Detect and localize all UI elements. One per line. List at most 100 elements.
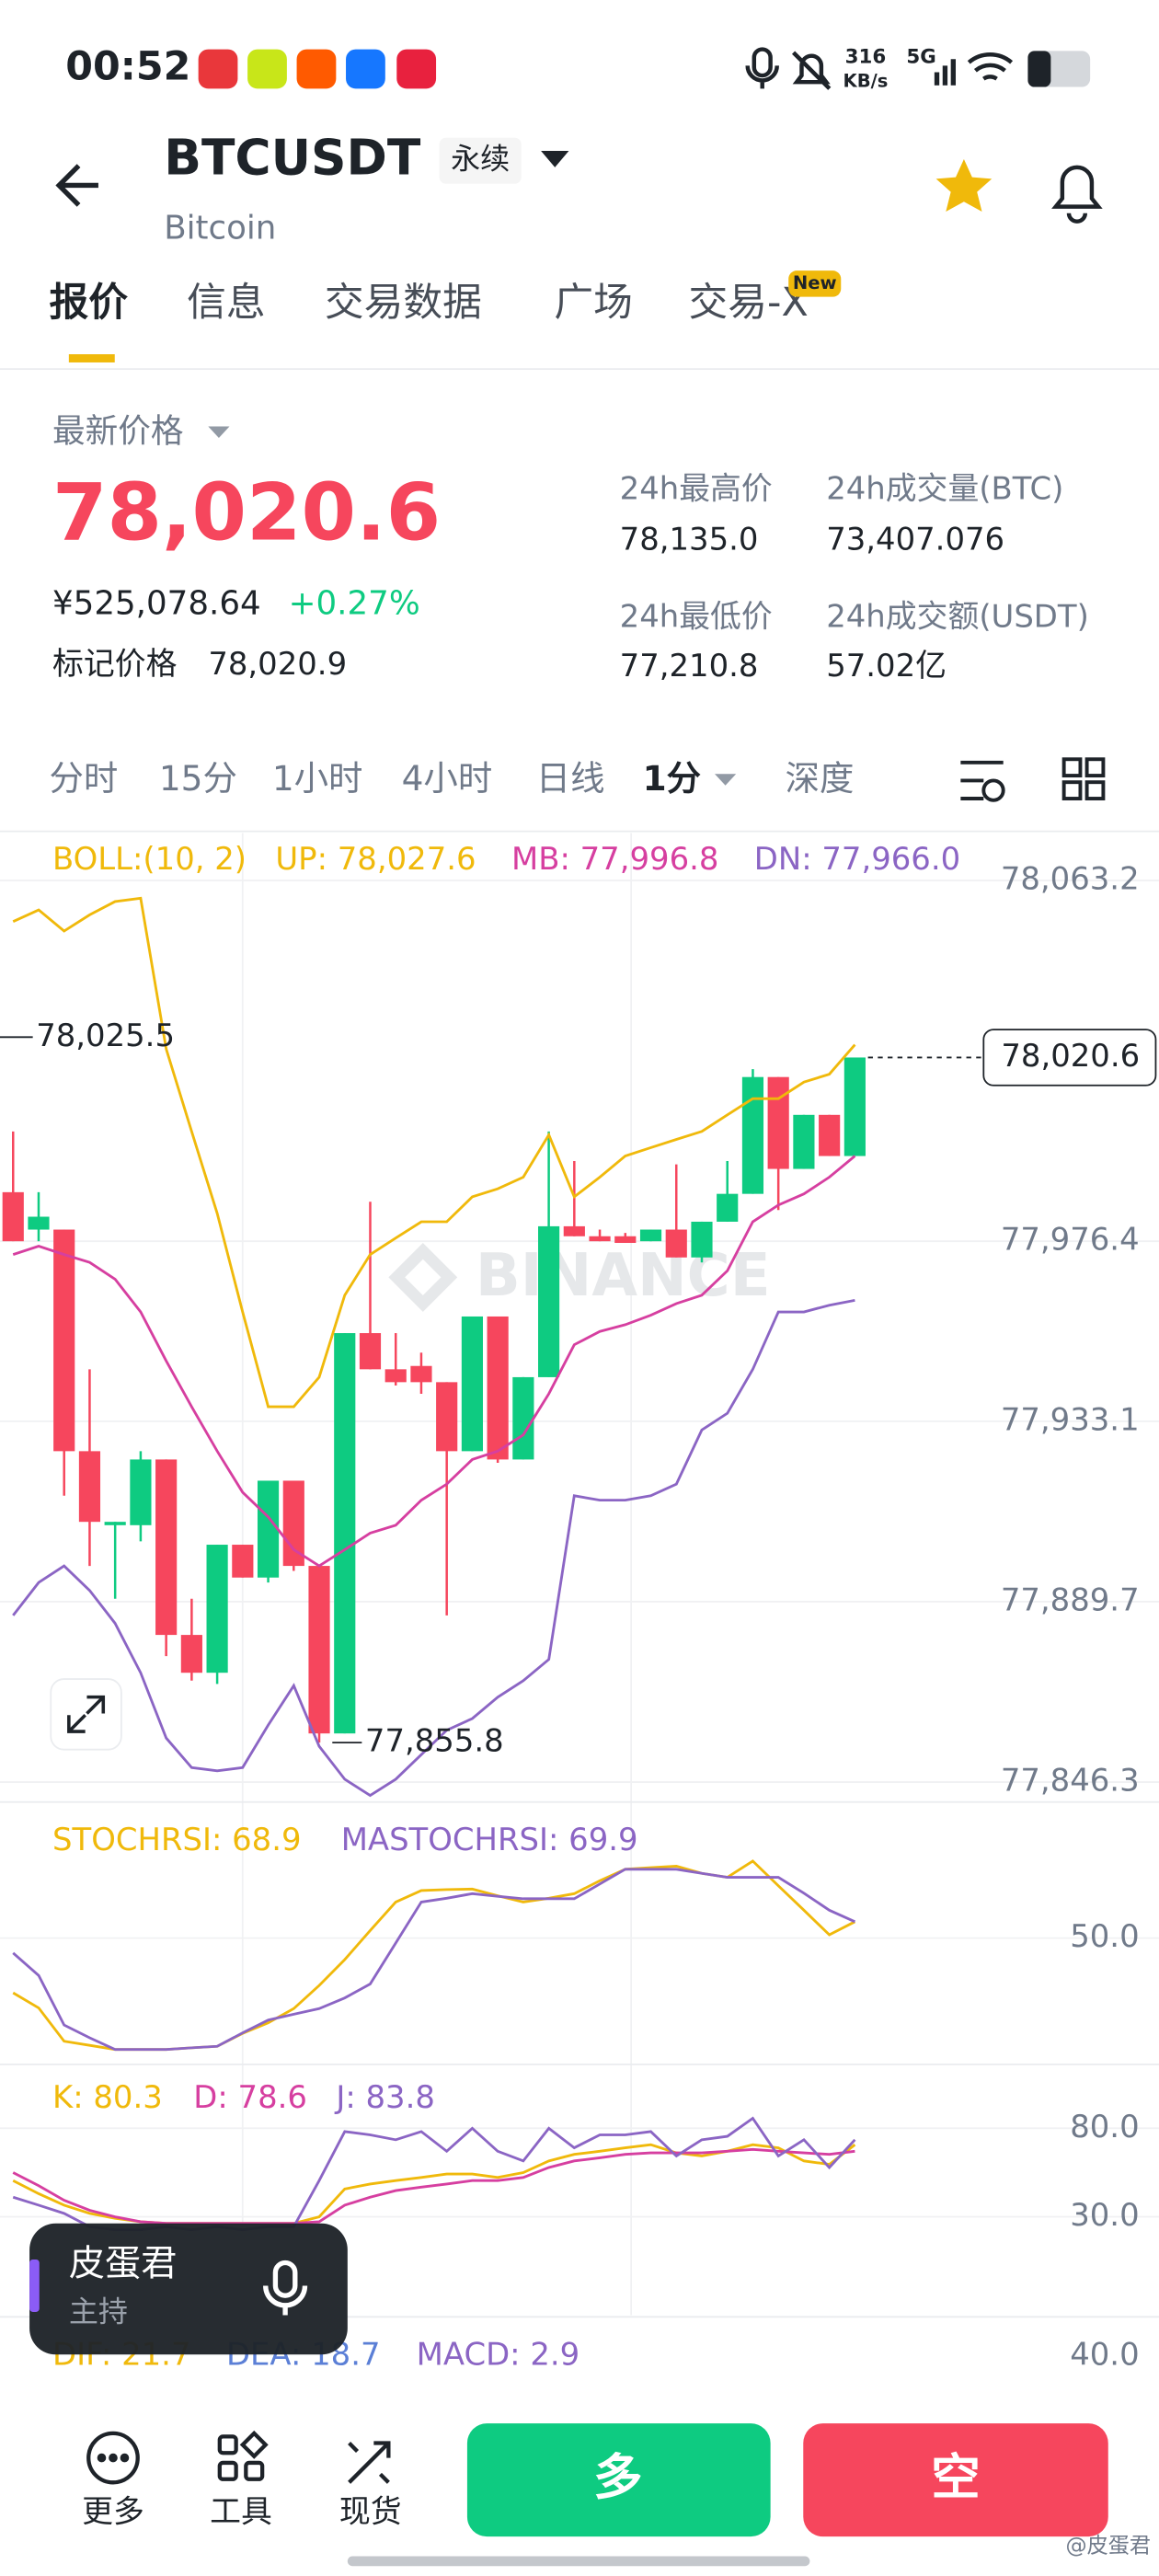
status-icons [745, 47, 1091, 90]
badge-bg [439, 137, 522, 184]
symbol-name: Bitcoin [164, 210, 276, 247]
legend-entry: DN: 77,966.0 [754, 841, 960, 877]
candle-body [767, 1076, 789, 1169]
legend-entry: D: 78.6 [193, 2079, 307, 2115]
expand-button[interactable] [50, 1678, 122, 1751]
indicator-line [12, 1298, 855, 1798]
interval[interactable]: 4小时 [402, 758, 493, 799]
y-tick-label: 77,889.7 [1001, 1581, 1140, 1617]
candle-body [665, 1229, 687, 1258]
credit: @皮蛋君 [1065, 2534, 1151, 2558]
legend-entry: MASTOCHRSI: 69.9 [341, 1822, 638, 1857]
last-price-label: 78,020.6 [1001, 1038, 1140, 1074]
indicator-line [12, 1868, 855, 2052]
candle-body [155, 1459, 178, 1636]
candle-body [359, 1333, 382, 1370]
y-tick-label: 40.0 [1070, 2337, 1139, 2373]
watermark-logo [388, 1242, 458, 1312]
toolbar-label[interactable]: 现货 [339, 2494, 402, 2530]
legend-entry: K: 80.3 [52, 2079, 163, 2115]
candle-body [257, 1480, 280, 1578]
candle-body [384, 1369, 407, 1383]
candle-body [512, 1376, 534, 1460]
price-dropdown[interactable] [208, 426, 230, 438]
stat-label: 24h成交额(USDT) [826, 598, 1089, 634]
candle-body [436, 1382, 458, 1452]
y-tick-label: 78,063.2 [1001, 860, 1140, 896]
interval[interactable]: 1分 [643, 758, 701, 799]
indicator-label: BOLL:(10, 2) [52, 841, 247, 877]
candle-body [104, 1522, 126, 1525]
last-price-tag [982, 1029, 1157, 1087]
tab[interactable]: 广场 [554, 280, 633, 326]
chart-settings[interactable] [960, 757, 1106, 802]
candle-body [563, 1225, 585, 1236]
stat-label: 24h最低价 [620, 598, 773, 634]
alert-bell[interactable] [1051, 165, 1103, 224]
favorite-star[interactable] [935, 158, 993, 212]
toolbar-label[interactable]: 工具 [210, 2494, 272, 2530]
symbol-dropdown[interactable] [541, 151, 569, 167]
toolbar-label[interactable]: 更多 [82, 2494, 144, 2530]
signal [934, 59, 957, 86]
candle-body [78, 1451, 101, 1523]
net-speed-unit: KB/s [843, 71, 889, 92]
live-stripe [29, 2259, 40, 2312]
stat-label: 24h最高价 [620, 470, 773, 506]
mic-icon[interactable] [263, 2260, 308, 2316]
new-badge-bg [788, 270, 842, 297]
new-badge: New [793, 272, 837, 293]
candle-body [819, 1114, 841, 1156]
long-label[interactable]: 多 [593, 2448, 642, 2506]
candle-body [308, 1566, 330, 1734]
candle-body [53, 1229, 75, 1452]
y-tick-label: 80.0 [1070, 2109, 1139, 2145]
mark-label: 标记价格 [52, 646, 178, 682]
toolbar-icons[interactable] [86, 2430, 391, 2485]
interval[interactable]: 深度 [786, 758, 855, 799]
tab[interactable]: 交易-X [689, 280, 809, 326]
interval[interactable]: 日线 [536, 758, 605, 799]
candle-body [206, 1545, 228, 1673]
stat-label: 24h成交量(BTC) [826, 470, 1063, 506]
indicator-line [12, 2147, 855, 2225]
interval[interactable]: 1小时 [272, 758, 363, 799]
candle-body [487, 1316, 509, 1460]
host-role: 主持 [69, 2294, 128, 2329]
short-button[interactable] [803, 2423, 1108, 2537]
interval-dropdown[interactable] [715, 774, 737, 786]
y-tick-label: 77,933.1 [1001, 1401, 1140, 1437]
app-icons [198, 49, 437, 89]
long-button[interactable] [466, 2423, 771, 2537]
interval[interactable]: 分时 [49, 758, 118, 799]
net-speed: 316 [845, 45, 887, 68]
interval[interactable]: 15分 [159, 758, 237, 799]
stat-value: 73,407.076 [826, 522, 1004, 558]
y-tick-label: 50.0 [1070, 1918, 1139, 1954]
tab[interactable]: 交易数据 [325, 280, 482, 326]
candle-body [28, 1216, 50, 1230]
tab[interactable]: 报价 [49, 280, 128, 326]
mark-price: 78,020.9 [208, 646, 347, 682]
live-card[interactable] [29, 2223, 348, 2355]
indicator-line [12, 896, 856, 1409]
candle-body [410, 1365, 432, 1383]
expand-icon [67, 1695, 106, 1733]
symbol: BTCUSDT [164, 128, 421, 186]
tab[interactable]: 信息 [187, 280, 266, 326]
candle-body [180, 1635, 202, 1673]
candle-body [589, 1236, 611, 1242]
macd-label: MACD: 2.9 [417, 2337, 580, 2373]
short-label[interactable]: 空 [931, 2448, 980, 2506]
indicator-line [12, 1155, 856, 1568]
candle-body [639, 1229, 662, 1242]
back-button[interactable] [55, 164, 98, 207]
price-label: 最新价格 [52, 413, 184, 451]
network-type: 5G [906, 45, 935, 68]
home-indicator [347, 2556, 810, 2567]
contract-badge: 永续 [451, 142, 510, 177]
stat-value: 78,135.0 [620, 522, 759, 558]
y-tick-label: 30.0 [1070, 2197, 1139, 2233]
candle-body [741, 1076, 764, 1194]
